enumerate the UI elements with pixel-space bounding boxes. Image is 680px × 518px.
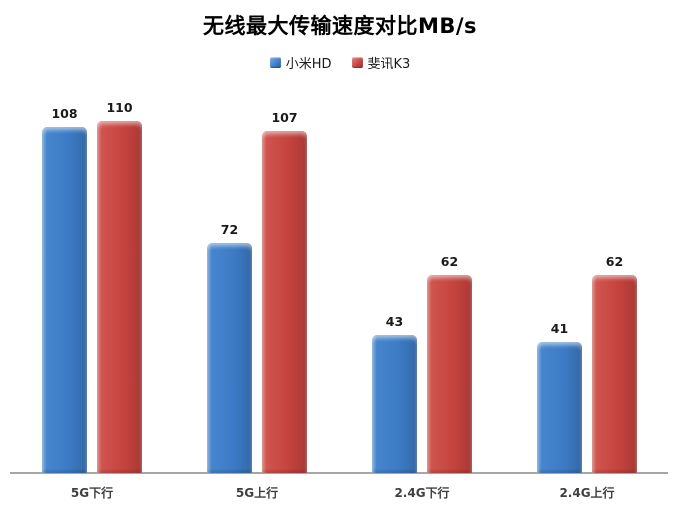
bar xyxy=(207,243,252,473)
value-label: 41 xyxy=(550,321,569,336)
value-label: 72 xyxy=(220,222,239,237)
bar xyxy=(262,131,307,473)
x-axis-label: 2.4G上行 xyxy=(559,486,615,500)
value-label: 110 xyxy=(106,100,133,115)
x-axis-line xyxy=(10,472,668,474)
value-label: 107 xyxy=(271,110,298,125)
x-axis-label: 5G上行 xyxy=(235,486,279,500)
value-label: 43 xyxy=(385,314,404,329)
legend-label: 斐讯K3 xyxy=(367,57,411,72)
legend-label: 小米HD xyxy=(285,57,332,72)
bar xyxy=(97,121,142,473)
legend-swatch-icon xyxy=(269,57,281,68)
value-label: 108 xyxy=(51,106,78,121)
bar xyxy=(372,335,417,473)
legend: 小米HD 斐讯K3 xyxy=(0,53,680,72)
bar xyxy=(42,127,87,473)
value-label: 62 xyxy=(440,254,459,269)
legend-swatch-icon xyxy=(351,57,363,68)
bar xyxy=(427,275,472,473)
legend-item: 斐讯K3 xyxy=(351,53,411,72)
legend-item: 小米HD xyxy=(269,53,332,72)
bar xyxy=(537,342,582,473)
bar xyxy=(592,275,637,473)
value-label: 62 xyxy=(605,254,624,269)
x-axis-label: 2.4G下行 xyxy=(394,486,450,500)
x-axis-label: 5G下行 xyxy=(70,486,114,500)
chart-title: 无线最大传输速度对比MB/s xyxy=(202,14,478,38)
